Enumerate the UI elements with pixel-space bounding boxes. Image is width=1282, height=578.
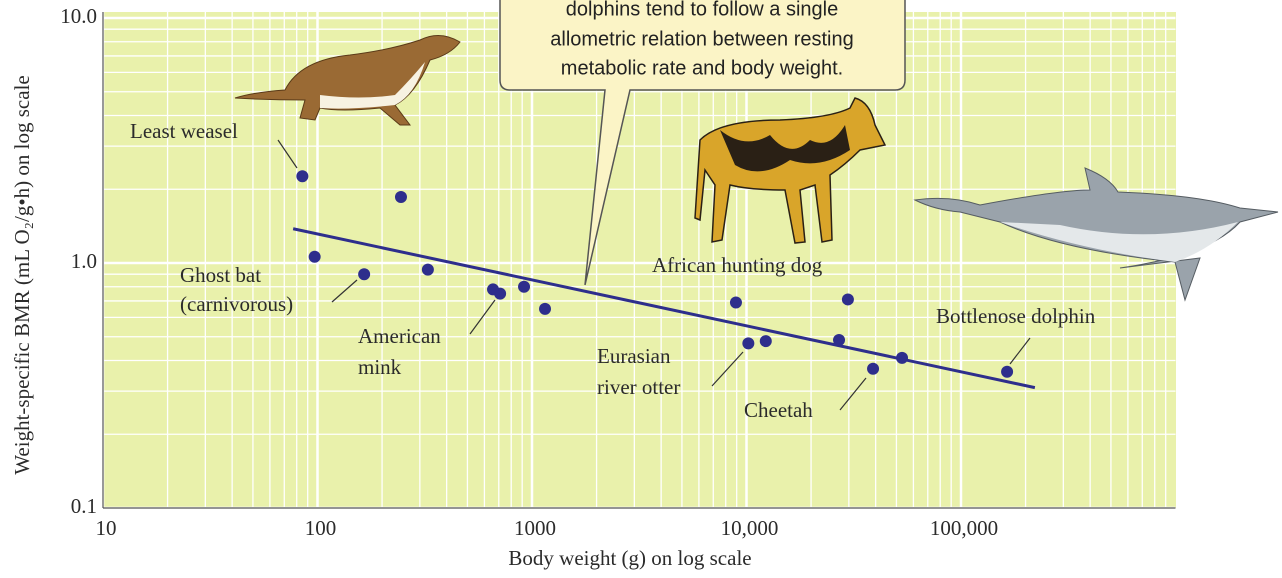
x-tick-label: 10,000 [721, 516, 779, 540]
leader-line [1009, 337, 1031, 365]
data-point [759, 335, 772, 348]
weasel-belly [320, 62, 425, 109]
dolphin-belly [1000, 222, 1238, 262]
annotation: Eurasian [597, 344, 671, 368]
data-point [308, 250, 321, 263]
callout-box [499, 0, 906, 286]
callout-line: allometric relation between resting [550, 28, 854, 50]
annotation: Bottlenose dolphin [936, 304, 1096, 328]
data-point [421, 263, 434, 276]
annotation: Ghost bat [180, 263, 261, 287]
annotation: Cheetah [744, 398, 813, 422]
fit-line [292, 227, 1036, 390]
data-point [841, 293, 854, 306]
x-tick-label: 10 [96, 516, 117, 540]
data-point [833, 333, 846, 346]
y-tick-label: 1.0 [71, 249, 97, 273]
leader-line [469, 299, 496, 335]
x-axis-label: Body weight (g) on log scale [508, 546, 751, 570]
data-point [742, 337, 755, 350]
x-tick-label: 1000 [514, 516, 556, 540]
dog-body [694, 97, 887, 244]
callout-line: dolphins tend to follow a single [566, 0, 838, 20]
weasel [234, 35, 461, 126]
data-point [867, 362, 880, 375]
callout: dolphins tend to follow a single allomet… [499, 0, 906, 286]
annotation: river otter [597, 375, 680, 399]
leader-line [839, 377, 867, 411]
hunting-dog [694, 97, 887, 244]
dolphin [913, 167, 1279, 302]
illustrations [234, 35, 1279, 302]
data-point [358, 268, 371, 281]
data-point [394, 190, 407, 203]
x-tick-label: 100 [305, 516, 337, 540]
data-point [494, 287, 507, 300]
leader-line [711, 351, 744, 387]
data-point [729, 296, 742, 309]
data-point [518, 280, 531, 293]
leader-line [277, 139, 298, 169]
data-point [1001, 365, 1014, 378]
data-point [296, 170, 309, 183]
annotation: (carnivorous) [180, 292, 293, 316]
leader-line [331, 279, 358, 303]
annotation: Least weasel [130, 119, 238, 143]
y-tick-label: 0.1 [71, 494, 97, 518]
data-point [539, 302, 552, 315]
x-tick-label: 100,000 [930, 516, 998, 540]
annotation: American [358, 324, 441, 348]
dog-spots [720, 125, 850, 172]
annotation: mink [358, 355, 402, 379]
y-tick-label: 10.0 [60, 4, 97, 28]
annotation: African hunting dog [652, 253, 823, 277]
y-axis-label: Weight-specific BMR (mL O₂/g•h) on log s… [10, 75, 34, 474]
callout-line: metabolic rate and body weight. [561, 57, 843, 79]
data-point [896, 351, 909, 364]
weasel-body [234, 35, 461, 126]
